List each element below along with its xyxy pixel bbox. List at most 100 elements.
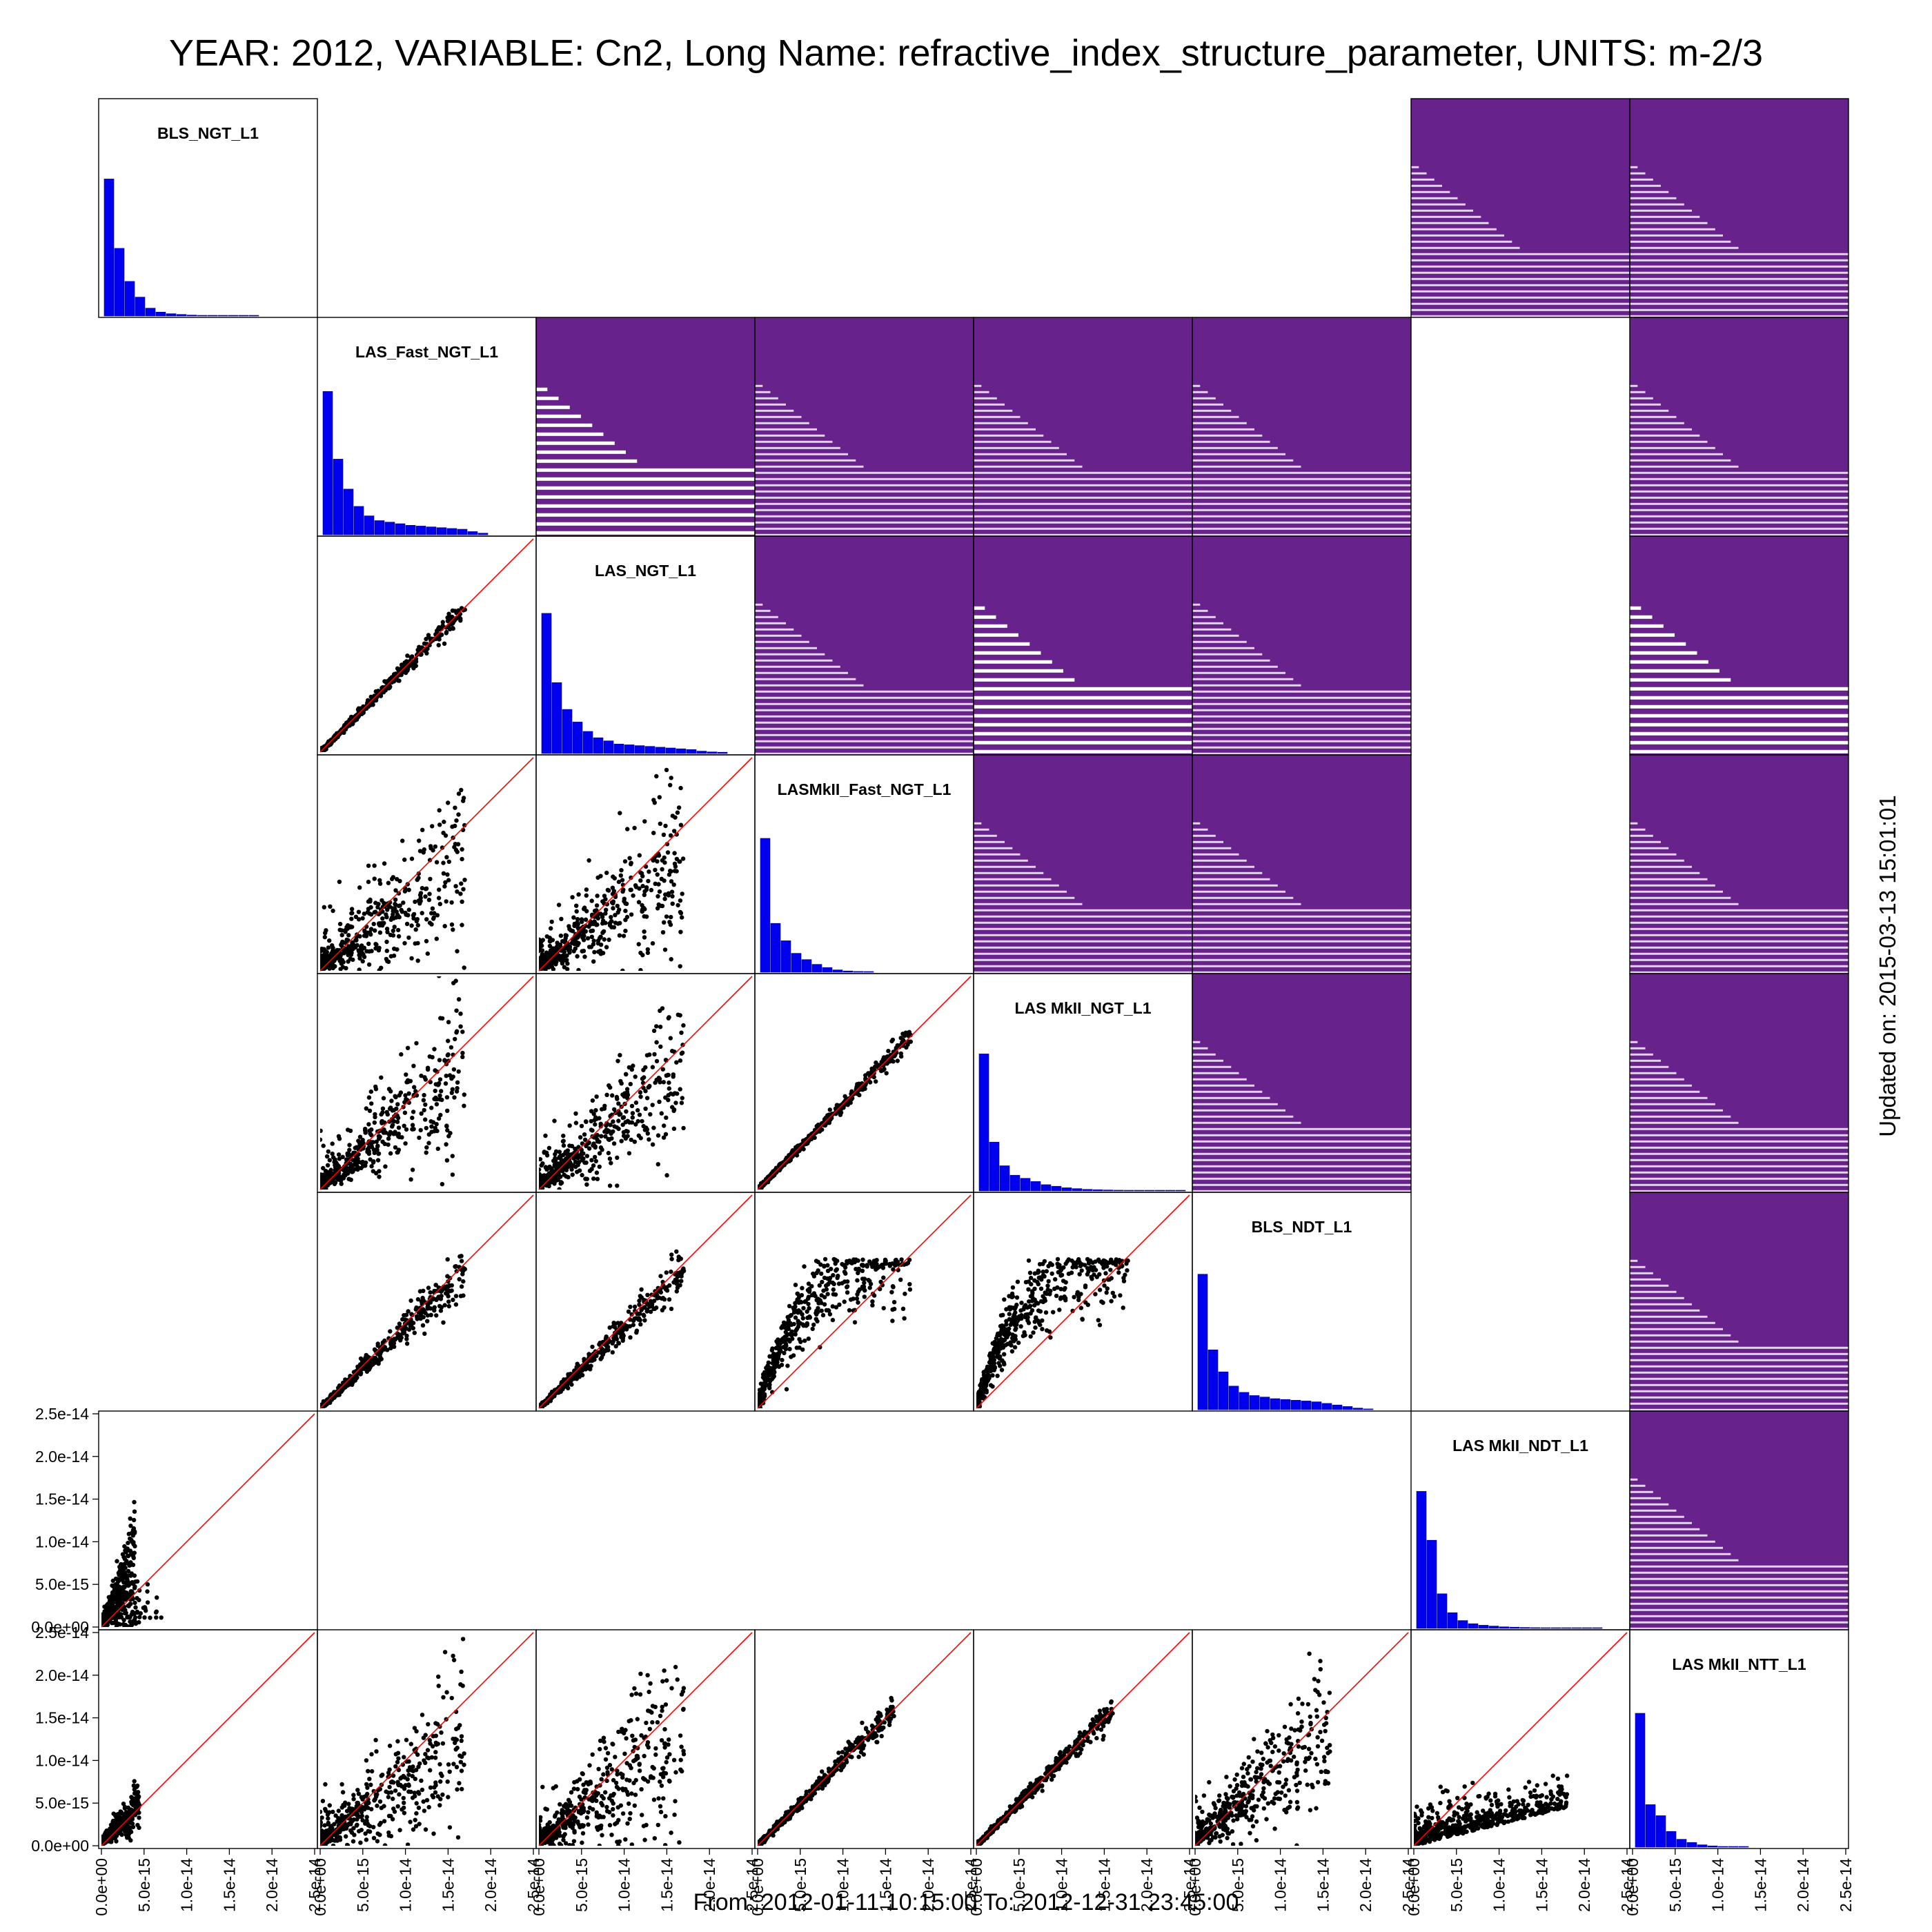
correlation-stripe (755, 671, 848, 674)
scatter-point (432, 1047, 437, 1052)
correlation-stripe (755, 628, 794, 631)
scatter-point (651, 1306, 656, 1312)
scatter-point (594, 1094, 599, 1099)
scatter-point (347, 1147, 352, 1152)
scatter-point (424, 1125, 428, 1131)
correlation-stripe (974, 471, 1192, 474)
correlation-stripe (755, 665, 840, 668)
scatter-point (331, 1155, 336, 1160)
identity-line (538, 757, 753, 972)
histogram-bar (1635, 1713, 1646, 1848)
correlation-stripe (755, 647, 817, 649)
scatter-point (446, 1052, 451, 1057)
scatter-point (610, 1350, 615, 1355)
scatter-point (380, 1106, 386, 1111)
correlation-stripe (974, 440, 1052, 443)
scatter-point (343, 927, 348, 933)
scatter-point (854, 1084, 859, 1090)
correlation-stripe (1411, 253, 1630, 255)
correlation-stripe (1630, 1334, 1731, 1337)
histogram-bar (613, 744, 624, 754)
scatter-point (446, 859, 451, 865)
scatter-point (437, 627, 442, 632)
correlation-stripe (1411, 184, 1442, 187)
scatter-point (356, 917, 362, 922)
scatter-point (453, 823, 457, 829)
scatter-point (668, 1036, 673, 1041)
correlation-stripe (1630, 308, 1849, 311)
correlation-stripe (1630, 1509, 1677, 1512)
scatter-point (613, 1343, 618, 1349)
correlation-stripe (1630, 704, 1849, 709)
histogram-bar (186, 315, 197, 317)
scatter-point (321, 1180, 326, 1185)
correlation-stripe (1192, 653, 1263, 656)
correlation-stripe (1192, 1177, 1411, 1180)
correlation-stripe (1630, 234, 1723, 237)
scatter-point (623, 928, 628, 934)
scatter-point (600, 921, 605, 926)
scatter-point (415, 917, 420, 922)
scatter-point (388, 1089, 393, 1094)
scatter-point (669, 914, 673, 920)
scatter-point (583, 917, 589, 923)
correlation-stripe (1630, 1346, 1849, 1349)
correlation-stripe (1192, 471, 1411, 474)
histogram-bar (1290, 1400, 1301, 1410)
scatter-point (874, 1060, 878, 1065)
correlation-stripe (1192, 934, 1411, 936)
scatter-point (622, 859, 628, 864)
scatter-point (429, 1124, 434, 1129)
scatter-point (420, 1323, 426, 1328)
correlation-stripe (1630, 415, 1677, 418)
scatter-point (425, 1065, 431, 1070)
scatter-point (616, 1341, 622, 1346)
scatter-point (454, 818, 459, 823)
correlation-stripe (536, 441, 615, 445)
scatter-point (449, 922, 455, 927)
scatter-point (577, 1168, 582, 1173)
scatter-point (595, 894, 600, 898)
scatter-point (801, 1147, 806, 1152)
correlation-stripe (1192, 459, 1294, 462)
histogram-bar (124, 281, 135, 317)
correlation-stripe (1192, 927, 1411, 930)
correlation-stripe (1192, 903, 1301, 905)
scatter-point (539, 960, 544, 965)
scatter-point (672, 829, 677, 834)
scatter-point (619, 1138, 624, 1143)
scatter-point (333, 964, 337, 969)
correlation-panel-3-5 (1192, 755, 1411, 974)
scatter-point (324, 1154, 330, 1159)
scatter-point (620, 1328, 625, 1333)
histogram-bar (395, 523, 406, 535)
scatter-point (402, 1110, 408, 1115)
correlation-stripe (974, 651, 1041, 655)
scatter-point (369, 1127, 374, 1132)
scatter-point (446, 1294, 451, 1299)
correlation-stripe (974, 384, 982, 387)
scatter-point (880, 1067, 886, 1073)
correlation-stripe (536, 432, 604, 436)
scatter-point (362, 929, 367, 934)
scatter-point (382, 900, 386, 906)
scatter-point (391, 1341, 397, 1346)
scatter-point (594, 903, 600, 908)
scatter-point (614, 1094, 620, 1100)
correlation-stripe (755, 490, 974, 493)
scatter-point (444, 1158, 450, 1163)
histogram-bar (1468, 1623, 1479, 1629)
correlation-stripe (1192, 603, 1201, 606)
correlation-stripe (1630, 1352, 1849, 1355)
scatter-point (654, 1040, 659, 1045)
variable-label: LAS MkII_NDT_L1 (1452, 1437, 1588, 1455)
correlation-stripe (755, 533, 974, 536)
scatter-point (432, 1308, 437, 1313)
scatter-point (660, 930, 666, 935)
scatter-point (446, 1303, 451, 1309)
scatter-point (413, 899, 417, 905)
scatter-point (606, 1136, 611, 1142)
scatter-point (678, 898, 683, 903)
scatter-point (451, 1074, 455, 1079)
scatter-panel-3-2 (538, 757, 753, 972)
